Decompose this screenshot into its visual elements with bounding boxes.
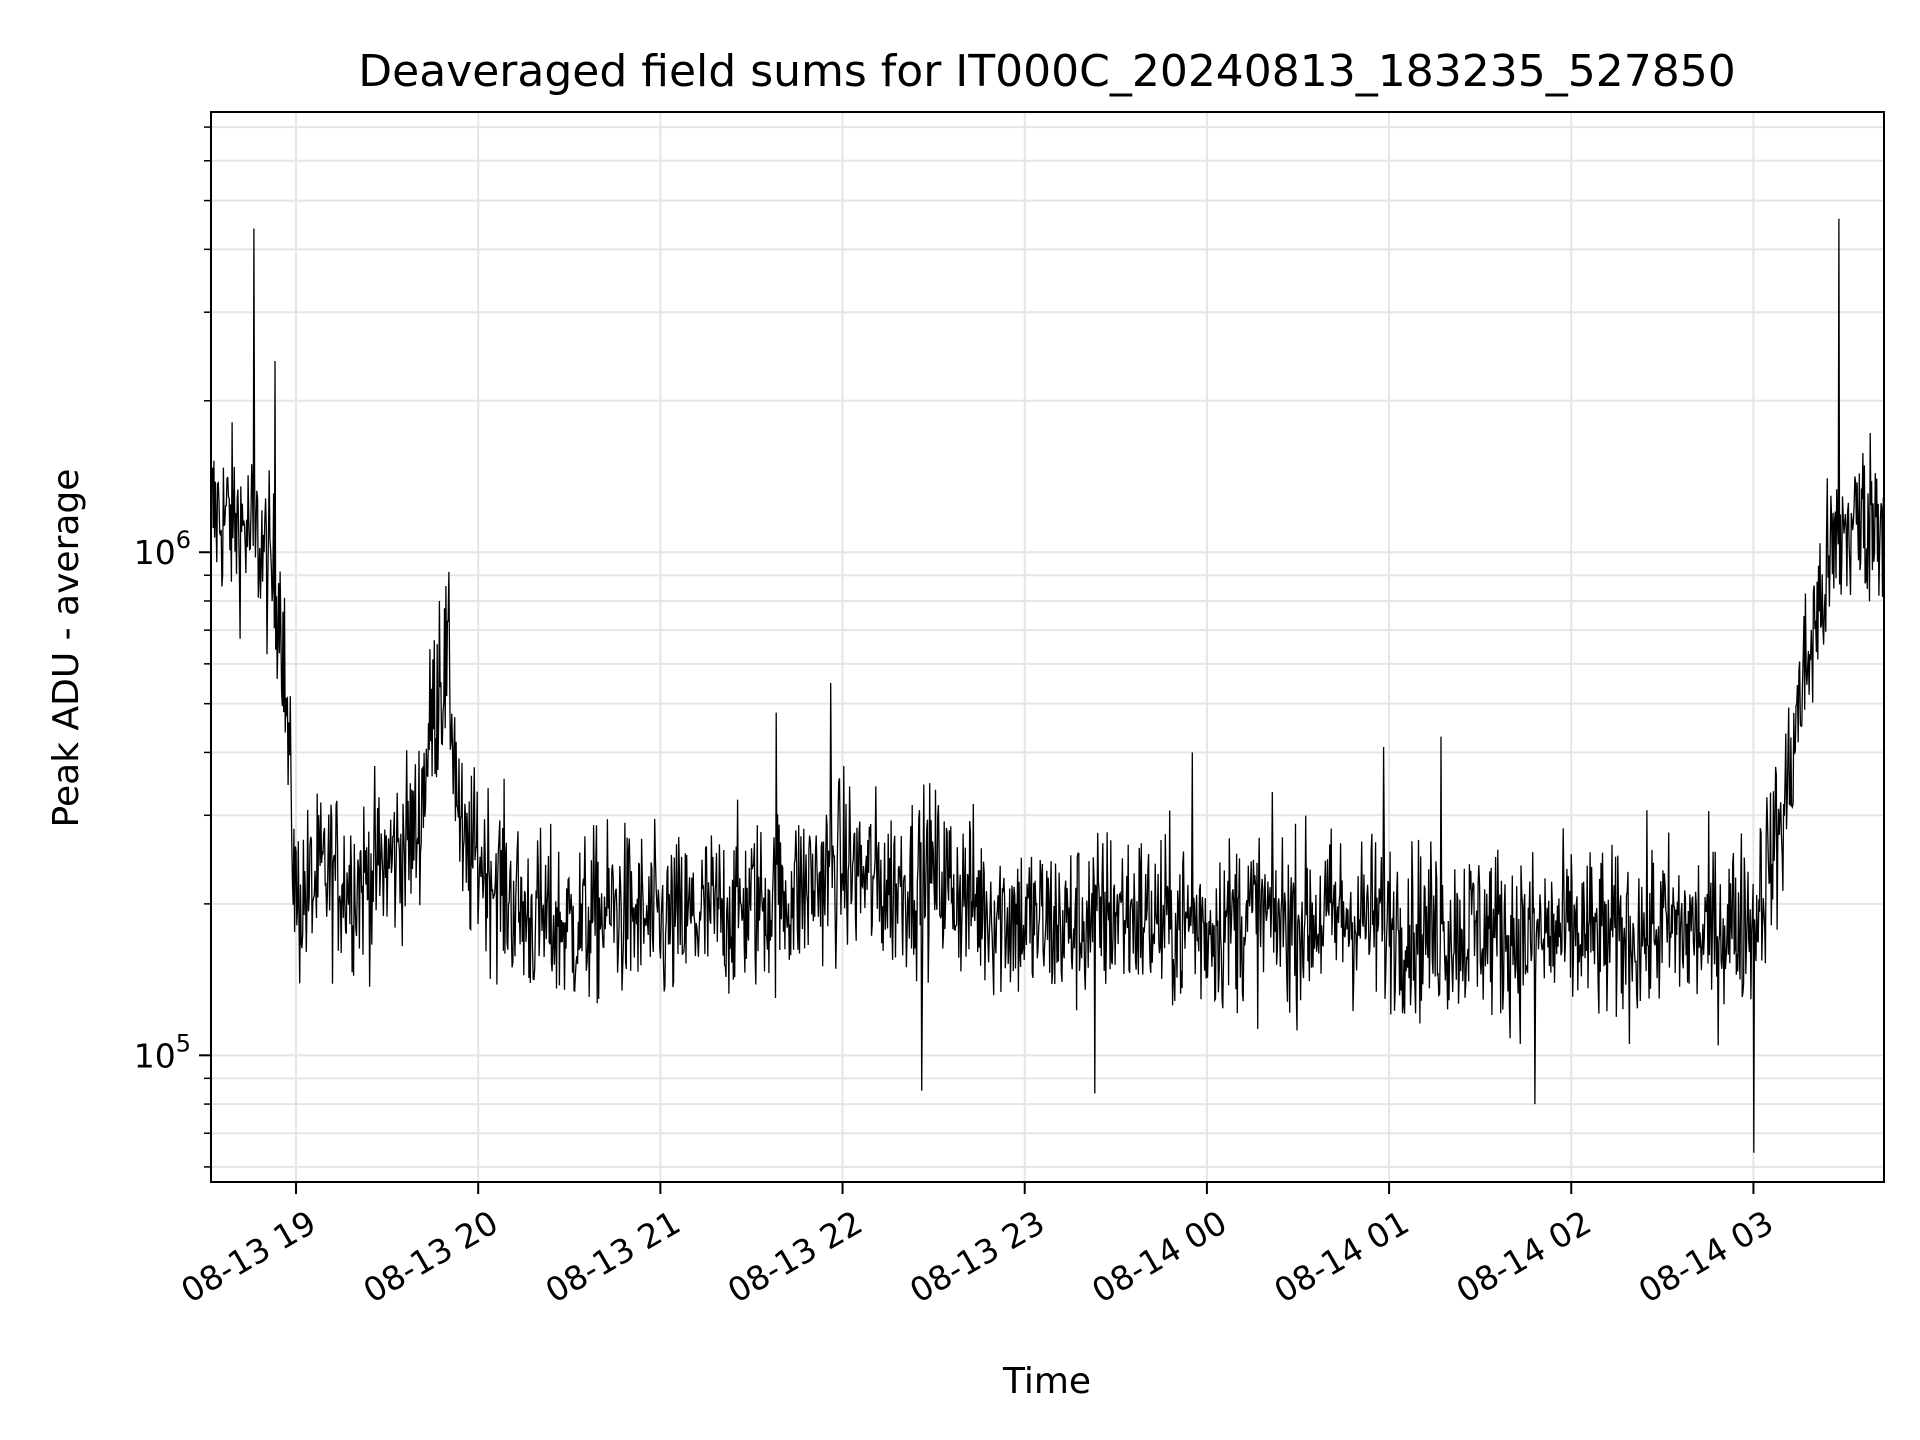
y-axis: 105 106 [134,126,211,1168]
y-axis-label: Peak ADU - average [46,469,87,828]
series-line [211,218,1884,1153]
series-layer [211,218,1884,1153]
chart-title: Deaveraged field sums for IT000C_2024081… [358,46,1735,97]
x-axis-label: Time [1002,1361,1091,1402]
plot-frame [210,111,1885,1183]
y-tick-label: 105 [134,1029,191,1075]
y-tick-label: 106 [134,526,191,572]
